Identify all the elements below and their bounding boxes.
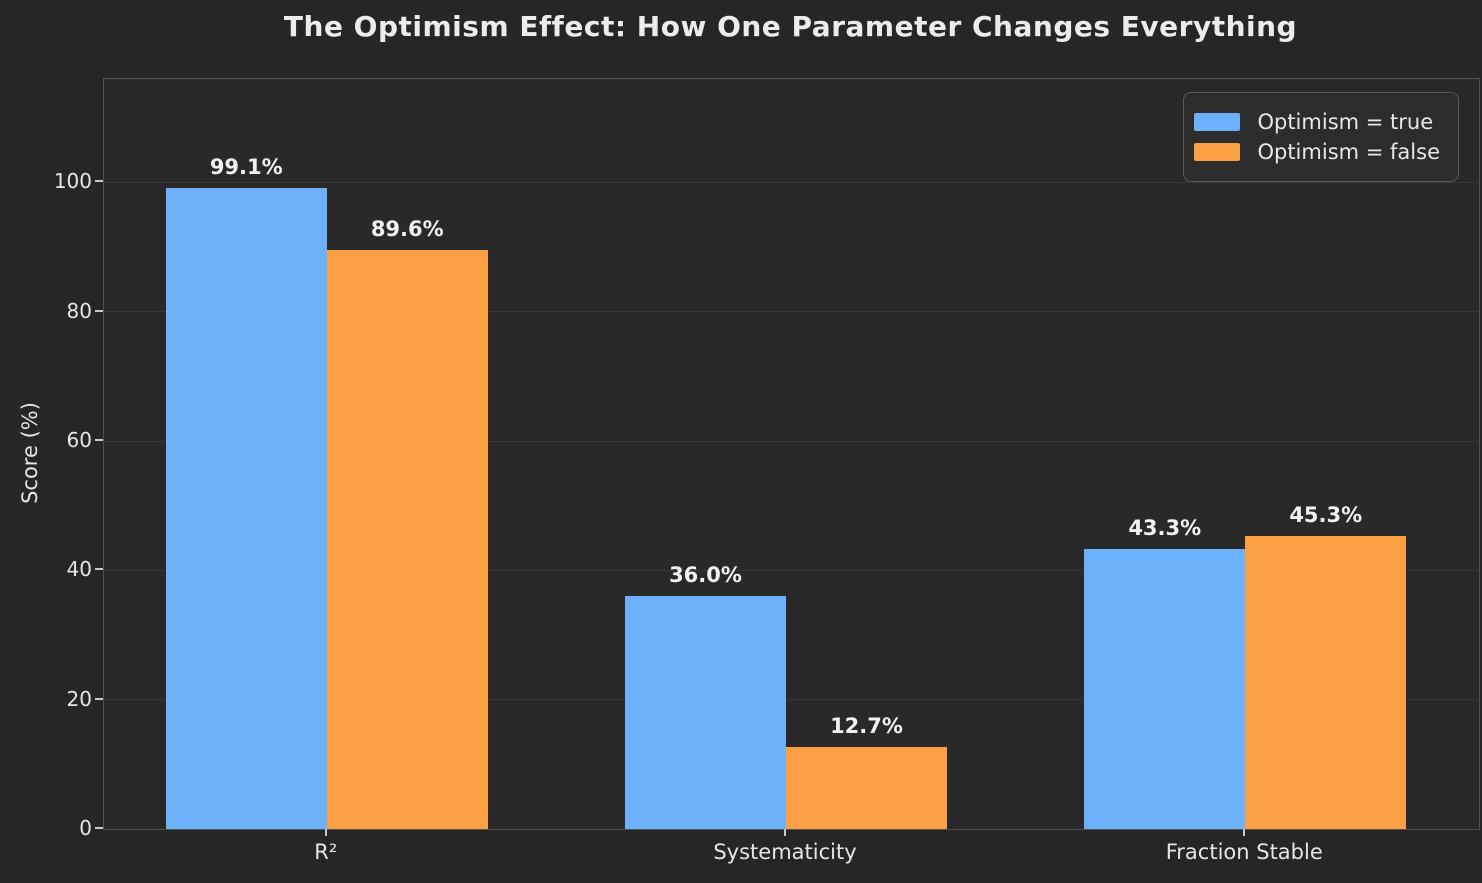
gridline xyxy=(104,569,1479,571)
gridline xyxy=(104,699,1479,701)
bar xyxy=(326,249,488,829)
legend-item: Optimism = false xyxy=(1194,140,1440,164)
bar-value-label: 45.3% xyxy=(1289,503,1363,528)
legend-label: Optimism = true xyxy=(1257,110,1434,134)
bar-value-label: 99.1% xyxy=(209,155,283,180)
legend-item: Optimism = true xyxy=(1194,110,1440,134)
bar xyxy=(625,596,786,829)
bar-value-label: 36.0% xyxy=(669,563,742,588)
bar-value-label: 89.6% xyxy=(370,216,444,241)
y-tick-mark xyxy=(95,568,103,571)
gridline xyxy=(104,440,1479,442)
bar-value-label: 12.7% xyxy=(830,713,903,738)
x-tick-label: Systematicity xyxy=(713,840,857,864)
x-tick-mark xyxy=(784,829,786,836)
bar-value-label: 43.3% xyxy=(1128,516,1202,541)
gridline xyxy=(104,311,1479,313)
bar xyxy=(786,746,947,829)
legend-label: Optimism = false xyxy=(1257,140,1440,164)
x-tick-mark xyxy=(324,829,327,836)
y-tick-mark xyxy=(95,827,103,829)
y-tick-mark xyxy=(95,439,103,442)
y-tick-label: 60 xyxy=(66,428,92,453)
y-axis-label: Score (%) xyxy=(18,402,42,504)
bar xyxy=(1245,536,1407,829)
y-tick-label: 40 xyxy=(66,557,92,582)
x-tick-label: Fraction Stable xyxy=(1165,840,1323,864)
y-tick-mark xyxy=(95,180,103,183)
y-tick-label: 20 xyxy=(66,686,92,711)
x-tick-label: R² xyxy=(314,840,338,864)
legend-swatch xyxy=(1194,143,1241,161)
y-tick-mark xyxy=(95,697,103,700)
legend: Optimism = true Optimism = false xyxy=(1183,92,1459,182)
y-tick-label: 100 xyxy=(53,169,92,194)
bar xyxy=(1084,549,1246,829)
plot-area: 99.1% 89.6% 36.0% 12.7% 43.3% 45.3% Optimism … xyxy=(103,78,1480,830)
y-tick-mark xyxy=(95,309,103,312)
bar xyxy=(165,188,327,829)
x-tick-mark xyxy=(1243,829,1246,836)
gridline xyxy=(104,181,1479,183)
y-tick-label: 80 xyxy=(66,298,92,323)
y-tick-label: 0 xyxy=(79,816,92,840)
chart-title: The Optimism Effect: How One Parameter C… xyxy=(283,10,1298,43)
legend-swatch xyxy=(1194,113,1241,131)
